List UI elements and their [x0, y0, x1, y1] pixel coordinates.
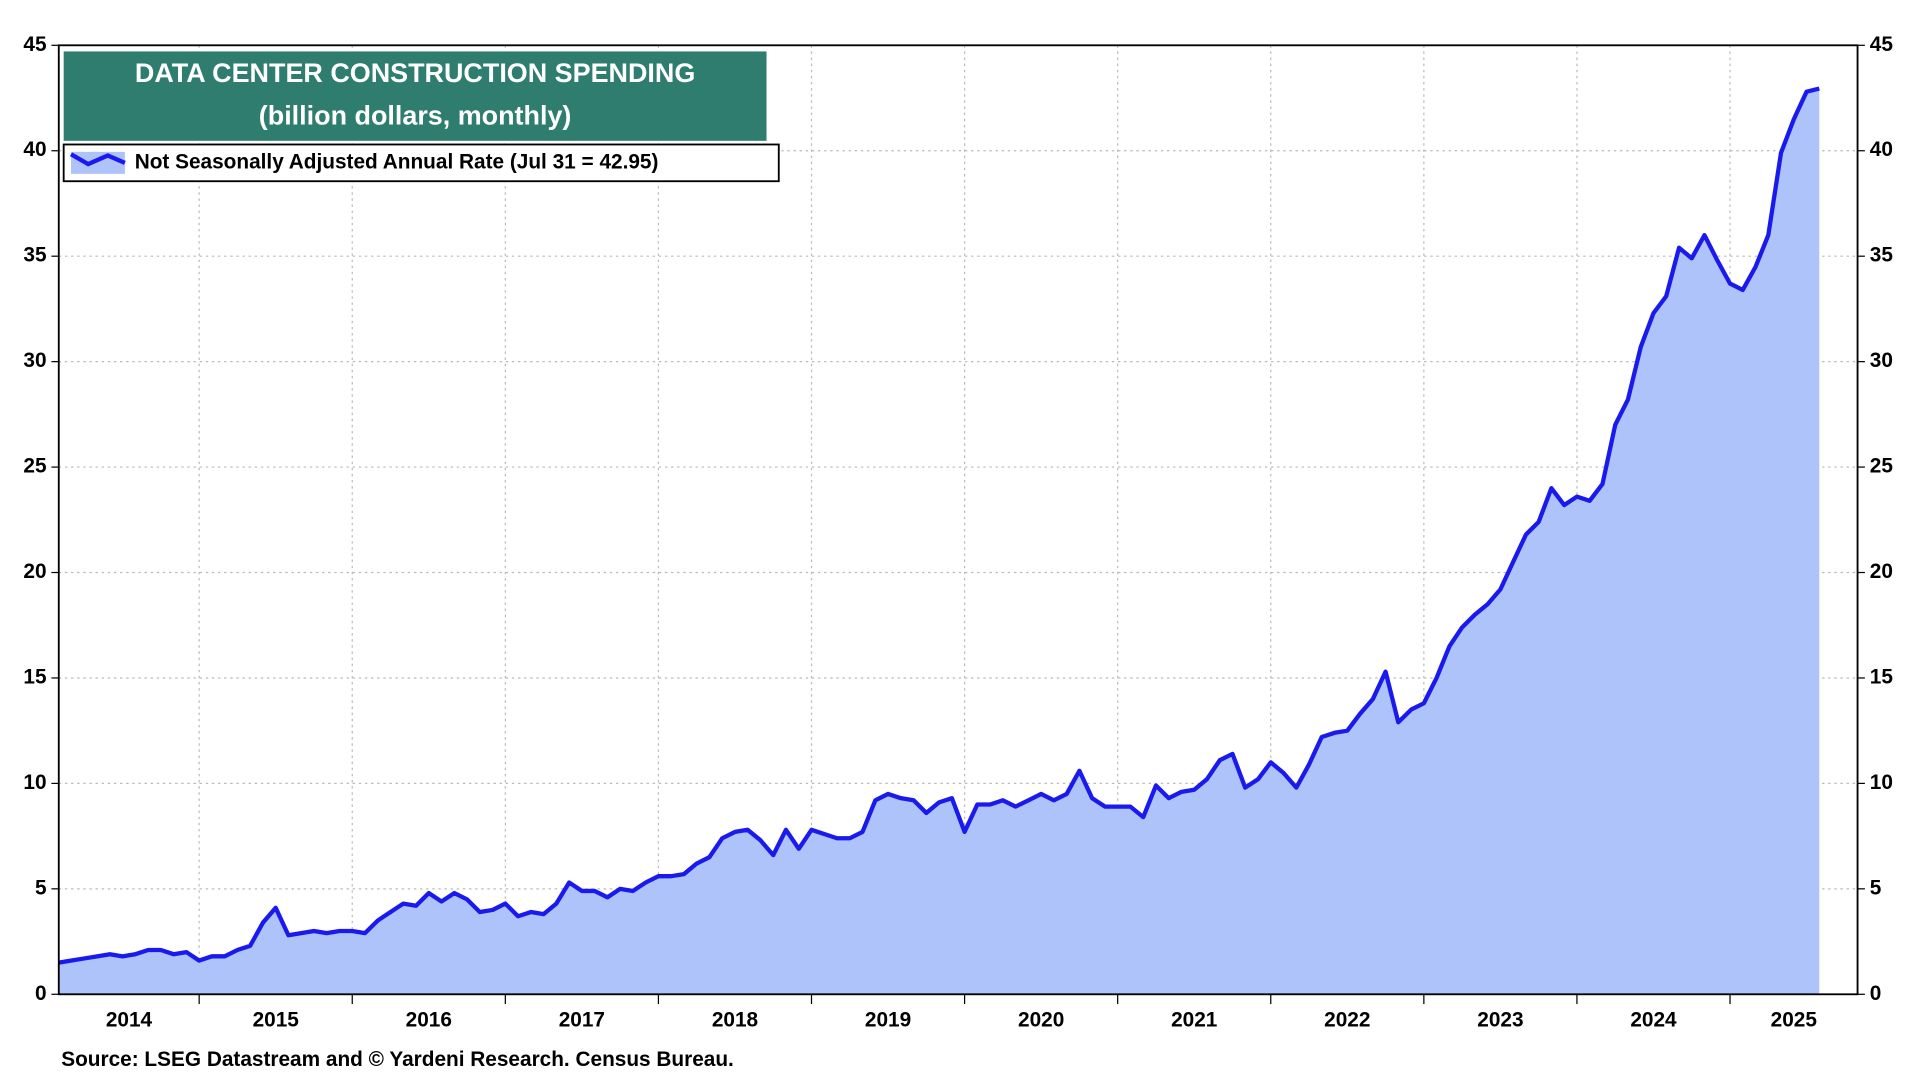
x-tick-label: 2023	[1477, 1009, 1523, 1032]
y2-tick-label: 45	[1870, 33, 1893, 56]
x-tick-label: 2018	[712, 1009, 758, 1032]
x-tick-label: 2015	[253, 1009, 299, 1032]
y2-tick-label: 25	[1870, 455, 1893, 478]
x-tick-label: 2019	[865, 1009, 911, 1032]
area	[58, 88, 1820, 995]
y-tick-label: 10	[23, 771, 46, 794]
y2-tick-label: 30	[1870, 349, 1893, 372]
legend-swatch-fill	[71, 151, 125, 174]
y2-tick-label: 40	[1870, 138, 1893, 161]
x-tick-label: 2025	[1771, 1009, 1817, 1032]
x-tick-label: 2017	[559, 1009, 605, 1032]
y2-tick-label: 5	[1870, 876, 1882, 899]
y-tick-label: 25	[23, 455, 46, 478]
x-tick-label: 2014	[106, 1009, 153, 1032]
chart-subtitle: (billion dollars, monthly)	[259, 101, 572, 131]
y2-tick-label: 35	[1870, 244, 1893, 267]
y-tick-label: 35	[23, 244, 46, 267]
y2-tick-label: 15	[1870, 665, 1893, 688]
y-tick-label: 5	[35, 876, 47, 899]
line	[58, 86, 1820, 965]
y-tick-label: 20	[23, 560, 46, 583]
plot-frame	[57, 44, 1859, 996]
x-tick-label: 2022	[1324, 1009, 1370, 1032]
plot-layer	[58, 45, 1858, 995]
y-tick-label: 45	[23, 33, 46, 56]
y-tick-label: 40	[23, 138, 46, 161]
x-tick-label: 2016	[406, 1009, 452, 1032]
x-tick-label: 2024	[1630, 1009, 1677, 1032]
y-tick-label: 0	[35, 982, 47, 1005]
x-tick-label: 2021	[1171, 1009, 1217, 1032]
legend: Not Seasonally Adjusted Annual Rate (Jul…	[62, 143, 780, 183]
legend-box	[62, 143, 780, 183]
title-box	[63, 51, 767, 141]
y-tick-label: 15	[23, 665, 46, 688]
y2-tick-label: 20	[1870, 560, 1893, 583]
source-note: Source: LSEG Datastream and © Yardeni Re…	[61, 1048, 734, 1071]
chart-title: DATA CENTER CONSTRUCTION SPENDING	[135, 58, 695, 88]
legend-label: Not Seasonally Adjusted Annual Rate (Jul…	[135, 150, 659, 173]
y2-tick-label: 0	[1870, 982, 1882, 1005]
legend-swatch	[69, 152, 126, 167]
y-tick-label: 30	[23, 349, 46, 372]
y2-tick-label: 10	[1870, 771, 1893, 794]
x-tick-label: 2020	[1018, 1009, 1064, 1032]
